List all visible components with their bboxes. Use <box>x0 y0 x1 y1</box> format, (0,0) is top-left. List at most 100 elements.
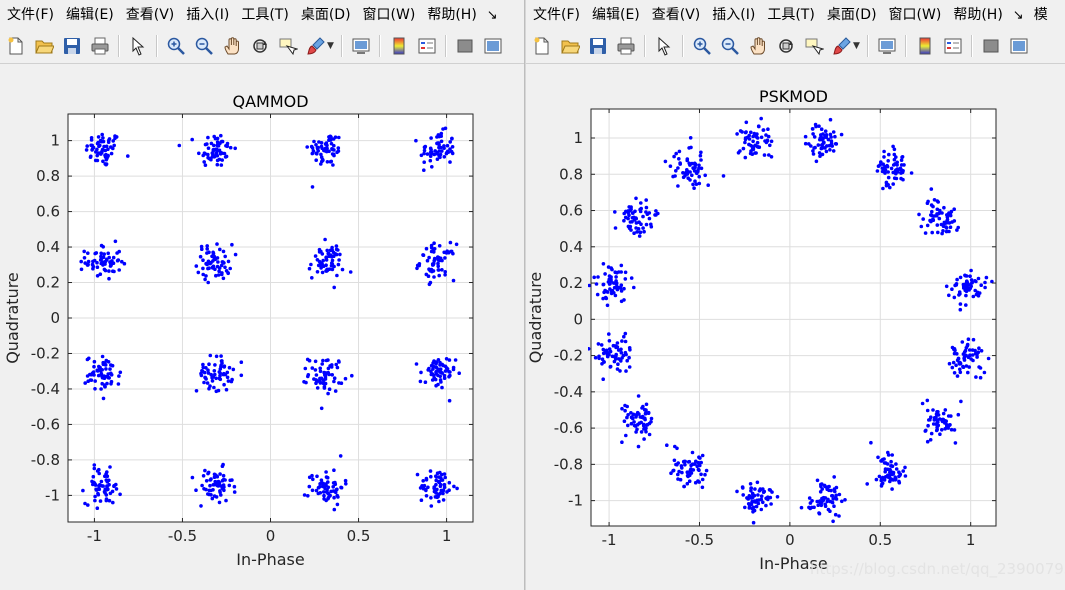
data-point <box>232 490 237 494</box>
print-icon <box>91 37 109 55</box>
menu-help[interactable]: 帮助(H) <box>427 7 477 23</box>
brush-dropdown-caret-icon[interactable]: ▼ <box>327 41 334 51</box>
show-plot-tools-button[interactable] <box>482 35 504 57</box>
data-point <box>319 152 323 157</box>
pan-hand-button[interactable] <box>747 35 769 57</box>
data-point <box>218 247 222 252</box>
colorbar-button[interactable] <box>914 35 936 57</box>
data-point <box>759 494 764 499</box>
data-point <box>693 480 698 485</box>
menu-insert[interactable]: 插入(I) <box>712 7 756 23</box>
link-plot-button[interactable] <box>350 35 372 57</box>
data-point <box>929 187 934 191</box>
menu-file[interactable]: 文件(F) <box>7 7 54 23</box>
x-tick-label: 1 <box>966 531 976 549</box>
data-point <box>219 263 224 268</box>
print-button[interactable] <box>89 35 111 57</box>
menu-desktop[interactable]: 桌面(D) <box>826 7 877 23</box>
menu-window[interactable]: 窗口(W) <box>888 7 942 23</box>
menu-view[interactable]: 查看(V) <box>651 7 701 23</box>
data-point <box>209 157 213 162</box>
select-arrow-button[interactable] <box>653 35 675 57</box>
brush-button[interactable] <box>831 35 853 57</box>
rotate-3d-button[interactable] <box>775 35 797 57</box>
new-figure-button[interactable] <box>531 35 553 57</box>
menu-tools[interactable]: 工具(T) <box>767 7 815 23</box>
data-point <box>420 484 425 488</box>
legend-button[interactable] <box>942 35 964 57</box>
data-point <box>735 489 739 494</box>
data-cursor-button[interactable] <box>277 35 299 57</box>
data-cursor-button[interactable] <box>803 35 825 57</box>
data-point <box>626 413 630 417</box>
data-point <box>663 159 668 164</box>
data-point <box>323 381 328 386</box>
data-point <box>343 478 348 483</box>
data-point <box>940 417 945 422</box>
data-point <box>314 151 318 156</box>
menu-file[interactable]: 文件(F) <box>533 7 580 23</box>
data-point <box>721 174 726 178</box>
data-point <box>426 274 431 278</box>
zoom-in-button[interactable] <box>165 35 187 57</box>
menu-desktop[interactable]: 桌面(D) <box>300 7 351 23</box>
data-point <box>809 144 813 148</box>
new-figure-button[interactable] <box>5 35 27 57</box>
y-tick-label: 0.6 <box>36 203 60 221</box>
data-point <box>106 360 111 364</box>
menu-window[interactable]: 窗口(W) <box>362 7 416 23</box>
menu-tools[interactable]: 工具(T) <box>241 7 289 23</box>
open-file-button[interactable] <box>33 35 55 57</box>
brush-button[interactable] <box>305 35 327 57</box>
data-point <box>738 129 743 133</box>
brush-dropdown-caret-icon[interactable]: ▼ <box>853 41 860 51</box>
open-file-button[interactable] <box>559 35 581 57</box>
data-point <box>310 488 315 493</box>
menu-extra[interactable]: 模 <box>1033 7 1048 23</box>
data-point <box>422 151 426 156</box>
menu-overflow-arrow[interactable]: ↘ <box>486 7 498 23</box>
data-point <box>320 484 325 489</box>
data-point <box>220 359 224 363</box>
data-point <box>766 495 770 500</box>
show-plot-tools-button[interactable] <box>1008 35 1030 57</box>
menu-view[interactable]: 查看(V) <box>125 7 175 23</box>
data-point <box>328 364 332 368</box>
colorbar-button[interactable] <box>388 35 410 57</box>
y-tick-label: -0.4 <box>554 383 583 401</box>
rotate-3d-button[interactable] <box>249 35 271 57</box>
data-point <box>937 216 942 221</box>
data-point <box>222 364 227 369</box>
menu-edit[interactable]: 编辑(E) <box>591 7 640 23</box>
data-point <box>941 224 946 228</box>
select-arrow-button[interactable] <box>127 35 149 57</box>
menu-overflow-arrow[interactable]: ↘ <box>1012 7 1024 23</box>
menu-help[interactable]: 帮助(H) <box>953 7 1003 23</box>
zoom-out-button[interactable] <box>719 35 741 57</box>
data-point <box>331 489 336 493</box>
data-point <box>752 499 757 503</box>
pan-hand-button[interactable] <box>221 35 243 57</box>
data-point <box>956 356 961 361</box>
zoom-out-button[interactable] <box>193 35 215 57</box>
hide-plot-tools-button[interactable] <box>980 35 1002 57</box>
menu-insert[interactable]: 插入(I) <box>186 7 230 23</box>
data-point <box>98 369 103 373</box>
save-button[interactable] <box>61 35 83 57</box>
data-point <box>748 482 753 486</box>
zoom-in-button[interactable] <box>691 35 713 57</box>
data-point <box>813 145 817 150</box>
data-point <box>429 504 434 508</box>
data-point <box>439 488 444 493</box>
print-button[interactable] <box>615 35 637 57</box>
legend-button[interactable] <box>416 35 438 57</box>
link-plot-button[interactable] <box>876 35 898 57</box>
data-point <box>330 262 335 266</box>
save-button[interactable] <box>587 35 609 57</box>
data-point <box>951 360 956 365</box>
plot-axes-background[interactable] <box>591 109 996 526</box>
menu-edit[interactable]: 编辑(E) <box>65 7 114 23</box>
hide-plot-tools-button[interactable] <box>454 35 476 57</box>
toolbar-separator <box>644 35 646 57</box>
data-point <box>616 362 620 367</box>
